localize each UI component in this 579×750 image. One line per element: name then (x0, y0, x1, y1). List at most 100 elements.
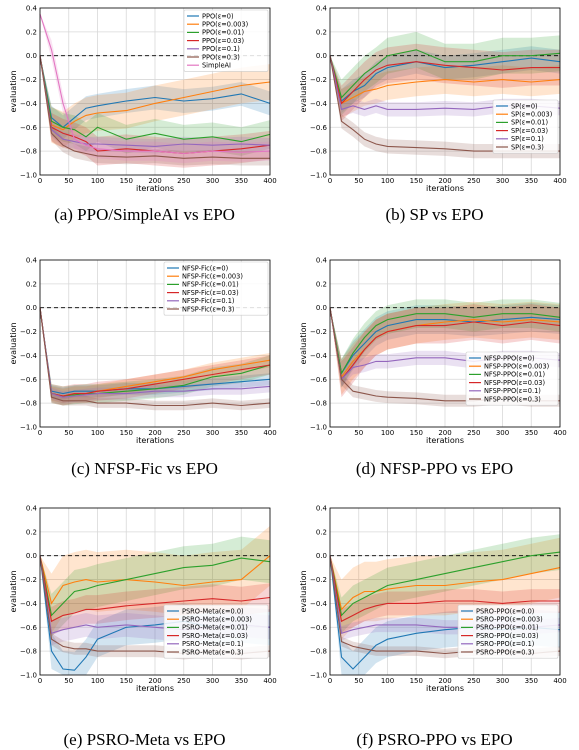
y-axis-label: evaluation (299, 322, 308, 364)
x-tick-label: 200 (148, 429, 161, 437)
x-axis-label: iterations (426, 684, 464, 693)
y-axis-label: evaluation (299, 570, 308, 612)
series-line (39, 307, 271, 397)
x-tick-label: 50 (64, 177, 73, 185)
x-tick-label: 150 (410, 677, 423, 685)
legend-label: NFSP-PPO(ε=0.3) (484, 395, 541, 403)
y-tick-label: −1.0 (310, 672, 327, 680)
y-tick-label: −0.8 (20, 400, 37, 408)
y-tick-label: −0.6 (20, 376, 38, 384)
y-tick-label: 0.4 (26, 257, 38, 265)
series-line (329, 555, 560, 623)
y-tick-label: −0.4 (20, 352, 38, 360)
x-tick-label: 250 (177, 429, 190, 437)
legend-label: NFSP-Fic(ε=0.03) (182, 289, 239, 297)
series-band (330, 555, 560, 659)
y-tick-label: −0.4 (310, 352, 328, 360)
legend-box (183, 9, 269, 72)
x-tick-label: 350 (235, 677, 248, 685)
x-tick-label: 150 (410, 177, 423, 185)
y-tick-label: 0.4 (316, 5, 328, 13)
x-tick-label: 250 (467, 677, 480, 685)
legend-label: PPO(ε=0.3) (202, 53, 240, 61)
series-band (40, 307, 270, 406)
y-tick-label: −1.0 (310, 172, 327, 180)
legend-label: PSRO-Meta(ε=0.01) (182, 624, 248, 632)
legend-label: PSRO-PPO(ε=0.003) (476, 616, 543, 624)
series-line (329, 55, 561, 105)
chart-panel: 0 50 100 150 200 250 300 350 400 −1.0 −0.8 −0.6 −0.4… (290, 0, 579, 245)
y-tick-label: 0.4 (26, 505, 38, 513)
chart-svg: 0 50 100 150 200 250 300 350 400 −1.0 −0.8 −0.6 −0.4… (299, 257, 567, 446)
legend-label: PPO(ε=0.01) (202, 29, 244, 37)
legend-box (465, 351, 559, 406)
x-tick-label: 100 (91, 677, 104, 685)
x-tick-label: 50 (354, 177, 363, 185)
chart-svg: 0 50 100 150 200 250 300 350 400 −1.0 −0.8 −0.6 −0.4… (9, 257, 277, 446)
y-tick-label: 0.0 (26, 304, 37, 312)
x-tick-label: 0 (38, 677, 42, 685)
x-axis-label: iterations (426, 184, 464, 193)
y-tick-label: 0.2 (26, 28, 37, 36)
legend-label: PSRO-PPO(ε=0.3) (476, 648, 534, 656)
series-band (330, 43, 560, 122)
legend-box (163, 604, 269, 659)
legend-label: PPO(ε=0.003) (202, 21, 248, 29)
y-tick-label: −0.8 (20, 148, 37, 156)
y-tick-label: −0.4 (310, 100, 328, 108)
figure-caption: (b) SP vs EPO (385, 205, 484, 224)
y-tick-label: −0.6 (20, 124, 38, 132)
legend-box (163, 261, 269, 316)
plot-frame (329, 259, 561, 428)
plot-frame (329, 7, 561, 176)
y-tick-label: −0.6 (310, 376, 328, 384)
legend-label: NFSP-Fic(ε=0.3) (182, 305, 235, 313)
legend-label: PSRO-Meta(ε=0.03) (182, 632, 248, 640)
series-band (40, 555, 270, 636)
y-tick-label: −0.2 (20, 328, 37, 336)
series-line (329, 551, 561, 617)
figure-caption: (a) PPO/SimpleAI vs EPO (54, 205, 235, 224)
x-tick-label: 400 (553, 429, 566, 437)
legend-label: NFSP-PPO(ε=0.03) (484, 379, 545, 387)
chart-panel: 0 50 100 150 200 250 300 350 400 −1.0 −0.8 −0.6 −0.4… (0, 500, 289, 750)
x-tick-label: 400 (553, 677, 566, 685)
y-tick-label: 0.2 (316, 280, 327, 288)
series-band (40, 536, 270, 637)
legend-label: NFSP-PPO(ε=0.003) (484, 363, 549, 371)
x-tick-label: 50 (354, 429, 363, 437)
chart-panel: 0 50 100 150 200 250 300 350 400 −1.0 −0.8 −0.6 −0.4… (0, 252, 289, 497)
series-line (329, 307, 561, 375)
y-tick-label: 0.4 (26, 5, 38, 13)
y-tick-label: −0.8 (310, 648, 327, 656)
series-line (39, 555, 271, 623)
legend-label: NFSP-PPO(ε=0.1) (484, 387, 541, 395)
plot-frame (39, 259, 271, 428)
series-line (329, 55, 560, 105)
series-line (39, 55, 270, 159)
legend-label: PSRO-Meta(ε=0.3) (182, 648, 244, 656)
x-tick-label: 400 (263, 677, 276, 685)
plot-frame (329, 507, 561, 676)
y-tick-label: 0.0 (316, 304, 327, 312)
series-band (40, 307, 270, 411)
x-tick-label: 50 (64, 429, 73, 437)
x-tick-label: 400 (263, 177, 276, 185)
chart-svg: 0 50 100 150 200 250 300 350 400 −1.0 −0.8 −0.6 −0.4… (299, 5, 567, 194)
x-tick-label: 50 (64, 677, 73, 685)
legend-label: NFSP-PPO(ε=0) (484, 354, 535, 362)
legend-label: PSRO-PPO(ε=0.01) (476, 624, 539, 632)
figure-caption: (d) NFSP-PPO vs EPO (355, 459, 514, 478)
y-tick-label: 0.0 (316, 552, 327, 560)
x-tick-label: 250 (467, 177, 480, 185)
legend-label: SimpleAI (202, 62, 231, 70)
x-tick-label: 400 (553, 177, 566, 185)
y-tick-label: 0.4 (316, 505, 328, 513)
y-tick-label: 0.0 (26, 552, 37, 560)
y-tick-label: −0.2 (20, 76, 37, 84)
legend-label: PSRO-PPO(ε=0.0) (476, 607, 534, 615)
legend: NFSP-Fic(ε=0)NFSP-Fic(ε=0.003)NFSP-Fic(ε… (163, 261, 269, 316)
legend-label: SP(ε=0.003) (511, 111, 552, 119)
x-axis-label: iterations (136, 684, 174, 693)
y-tick-label: −0.2 (310, 76, 327, 84)
